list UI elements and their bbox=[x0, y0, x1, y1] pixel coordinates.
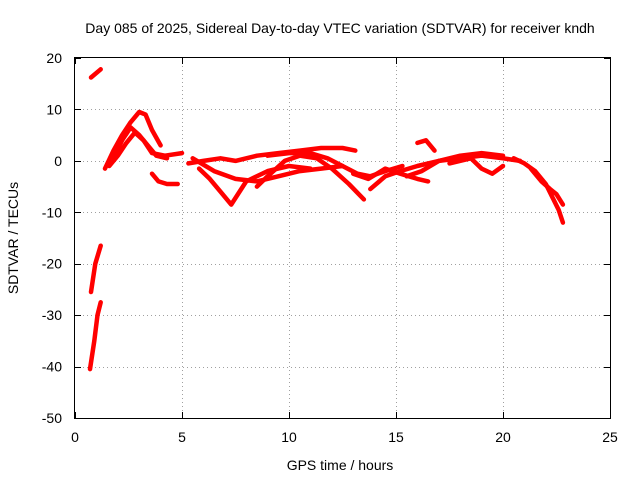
y-tick-label: -30 bbox=[42, 307, 62, 323]
data-series-track-4 bbox=[102, 109, 163, 171]
data-series-track-13 bbox=[350, 166, 431, 184]
data-series-track-19 bbox=[528, 166, 566, 207]
x-tick-label: 0 bbox=[71, 429, 79, 445]
data-series-track-11 bbox=[254, 153, 367, 202]
data-series-track-3 bbox=[87, 300, 103, 372]
x-tick-label: 10 bbox=[281, 429, 297, 445]
x-tick-label: 15 bbox=[388, 429, 404, 445]
y-tick-label: -10 bbox=[42, 204, 62, 220]
data-series-track-1 bbox=[88, 67, 103, 80]
y-tick-label: 20 bbox=[46, 50, 62, 66]
data-series-track-16 bbox=[404, 150, 506, 179]
data-series-track-15 bbox=[415, 138, 437, 153]
data-series-track-2 bbox=[88, 243, 103, 295]
plot-frame bbox=[74, 57, 611, 419]
data-series-track-6 bbox=[111, 125, 170, 161]
chart-title: Day 085 of 2025, Sidereal Day-to-day VTE… bbox=[85, 20, 594, 36]
data-series-track-9 bbox=[196, 163, 313, 207]
data-series-track-7 bbox=[149, 171, 180, 187]
data-series-track-17 bbox=[447, 156, 506, 176]
data-traces bbox=[87, 67, 566, 372]
y-tick-label: -50 bbox=[42, 410, 62, 426]
grid-lines bbox=[75, 58, 610, 418]
x-tick-label: 5 bbox=[178, 429, 186, 445]
x-axis-label: GPS time / hours bbox=[287, 457, 394, 473]
y-tick-label: 10 bbox=[46, 101, 62, 117]
y-tick-label: 0 bbox=[54, 153, 62, 169]
y-tick-label: -20 bbox=[42, 256, 62, 272]
y-tick-label: -40 bbox=[42, 359, 62, 375]
x-tick-label: 20 bbox=[495, 429, 511, 445]
y-axis-label: SDTVAR / TECUs bbox=[5, 182, 21, 294]
x-tick-label: 25 bbox=[602, 429, 618, 445]
axis-ticks: 0 5 10 15 20 25 20 10 0 -10 -20 -30 -40 -50 bbox=[42, 50, 618, 445]
